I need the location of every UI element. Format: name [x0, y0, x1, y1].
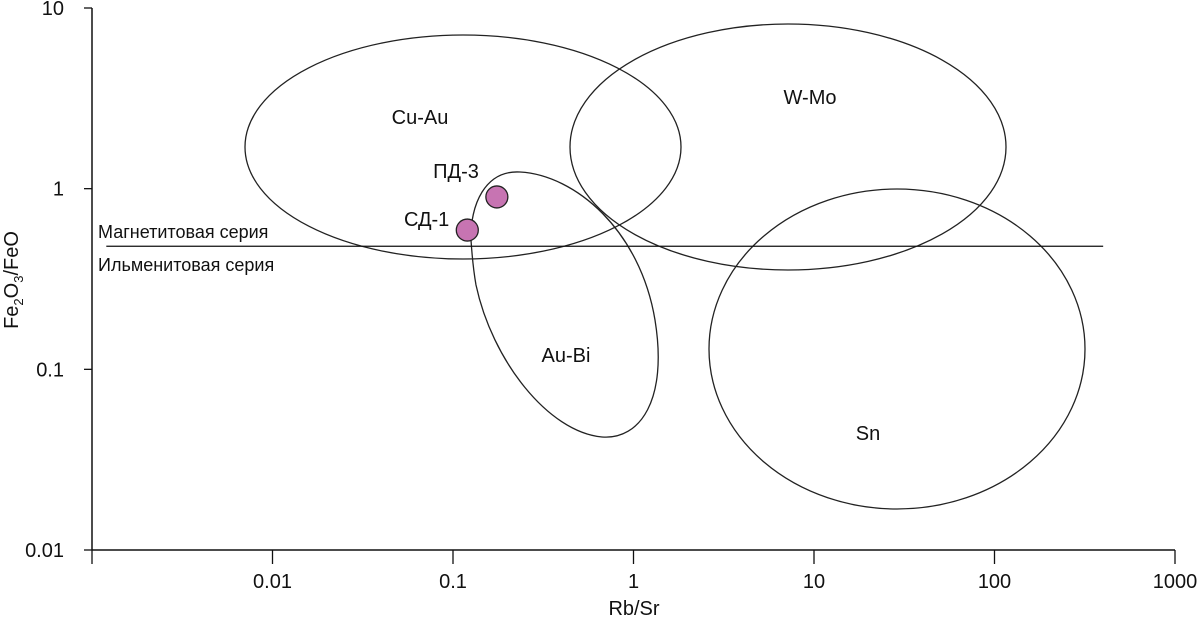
x-tick-label: 100: [978, 571, 1011, 593]
field-w-mo-outline: [569, 23, 1007, 271]
field-sn-outline: [708, 188, 1086, 510]
y-title-sub2: 3: [11, 276, 26, 283]
x-tick-label: 10: [803, 571, 825, 593]
y-title-part-b: O: [1, 283, 23, 299]
field-layer: Cu-Au W-Mo Au-Bi Sn: [244, 23, 1086, 510]
magnetite-series-label: Магнетитовая серия: [98, 222, 268, 242]
tick-layer: 0.01 0.1 1 10 100 1000 0.01 0.1 1 10: [25, 0, 1197, 593]
x-tick-label: 0.1: [439, 571, 467, 593]
field-sn-label: Sn: [856, 423, 880, 445]
y-title-sub1: 2: [11, 298, 26, 305]
field-au-bi-label: Au-Bi: [542, 345, 591, 367]
field-cu-au-outline: [244, 34, 682, 260]
axes-layer: [91, 8, 1175, 551]
x-axis-title: Rb/Sr: [608, 598, 659, 620]
data-point-label: ПД-3: [433, 161, 479, 183]
x-tick-label: 1000: [1153, 571, 1198, 593]
points-layer: СД-1 ПД-3: [404, 161, 509, 242]
y-title-part-c: /FeO: [1, 231, 23, 275]
field-w-mo-label: W-Mo: [784, 87, 837, 109]
field-au-bi-outline: [470, 171, 659, 438]
y-tick-label: 1: [53, 179, 64, 201]
data-point: [455, 218, 479, 242]
field-cu-au-label: Cu-Au: [392, 107, 449, 129]
x-tick-label: 1: [628, 571, 639, 593]
data-point-label: СД-1: [404, 209, 449, 231]
y-tick-label: 10: [42, 0, 64, 20]
y-title-part-a: Fe: [1, 306, 23, 329]
boundary-layer: Магнетитовая серия Ильменитовая серия: [98, 222, 1104, 275]
x-tick-label: 0.01: [253, 571, 292, 593]
y-tick-label: 0.1: [36, 359, 64, 381]
data-point: [485, 185, 509, 209]
ilmenite-series-label: Ильменитовая серия: [98, 255, 274, 275]
y-tick-label: 0.01: [25, 540, 64, 562]
y-axis-title: Fe2O3/FeO: [1, 231, 26, 329]
